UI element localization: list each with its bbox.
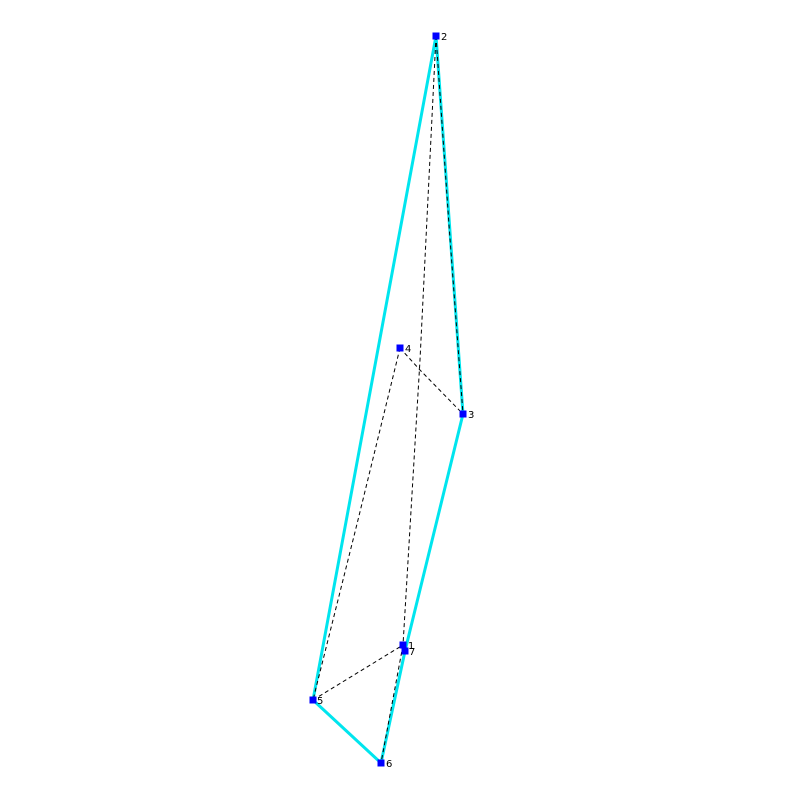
nodes: 1 2 3 4 5 6 7 [309, 32, 474, 770]
hull-edge-7-6 [379, 649, 407, 765]
node-label: 7 [409, 647, 415, 658]
hull-edge-6-5 [311, 698, 383, 765]
node-4: 4 [396, 344, 411, 355]
node-marker [401, 647, 409, 655]
dashed-edge-1-6 [380, 644, 404, 764]
node-5: 5 [309, 696, 323, 707]
node-marker [399, 641, 407, 649]
node-label: 6 [386, 759, 392, 770]
node-label: 4 [405, 344, 411, 355]
node-3: 3 [459, 410, 474, 421]
dashed-edge-4-5 [312, 347, 401, 701]
node-label: 1 [408, 641, 414, 652]
dashed-edge-5-1 [312, 644, 404, 701]
dashed-edge-2-1 [402, 35, 437, 646]
dashed-edge-2-3 [435, 35, 464, 415]
node-label: 5 [317, 696, 323, 707]
node-2: 2 [432, 32, 447, 43]
node-label: 2 [441, 32, 447, 43]
node-1: 1 [399, 641, 414, 652]
node-marker [396, 344, 404, 352]
node-label: 3 [468, 410, 474, 421]
dashed-edge-4-3 [399, 347, 464, 415]
node-marker [309, 696, 317, 704]
node-marker [432, 32, 440, 40]
hull-edge-3-7 [403, 412, 465, 653]
node-marker [377, 759, 385, 767]
dashed-edges [312, 35, 464, 764]
node-marker [459, 410, 467, 418]
node-6: 6 [377, 759, 392, 770]
node-7: 7 [401, 647, 415, 658]
hull-edge-5-2 [311, 34, 438, 702]
